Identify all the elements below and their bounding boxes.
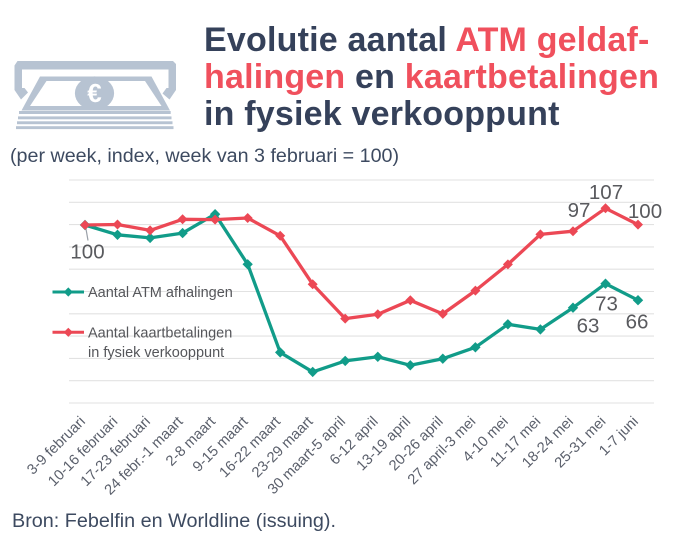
svg-text:in fysiek verkooppunt: in fysiek verkooppunt	[88, 345, 224, 361]
svg-text:100: 100	[70, 241, 104, 264]
svg-text:107: 107	[589, 181, 623, 204]
svg-text:100: 100	[628, 200, 662, 223]
svg-text:73: 73	[595, 293, 618, 316]
svg-text:Aantal kaartbetalingen: Aantal kaartbetalingen	[88, 325, 232, 341]
svg-text:€: €	[87, 78, 101, 108]
svg-text:Aantal ATM afhalingen: Aantal ATM afhalingen	[88, 285, 233, 301]
svg-text:63: 63	[577, 315, 600, 338]
svg-text:66: 66	[626, 311, 649, 334]
svg-text:97: 97	[568, 199, 591, 222]
